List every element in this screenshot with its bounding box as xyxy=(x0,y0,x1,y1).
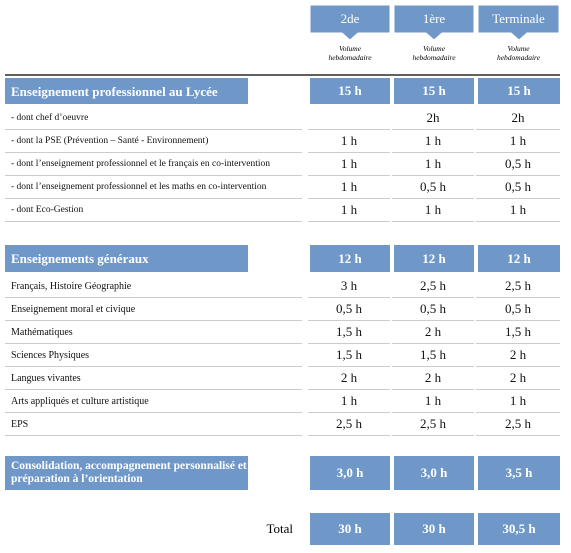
total-label: Total xyxy=(266,521,293,536)
row-value: 0,5 h xyxy=(392,298,474,321)
row-label: - dont Eco-Gestion xyxy=(5,199,302,222)
section-title: Enseignement professionnel au Lycée xyxy=(5,78,248,104)
tab xyxy=(393,4,475,41)
row-value: 2h xyxy=(392,107,474,130)
row-value: 1 h xyxy=(308,390,390,413)
column-sub: Volume hebdomadaire xyxy=(412,44,456,62)
row-value: 1 h xyxy=(308,130,390,153)
row-value: 1,5 h xyxy=(308,344,390,367)
row-value: 2,5 h xyxy=(476,275,560,298)
row-value: 2,5 h xyxy=(476,413,560,436)
section-total: 15 h xyxy=(392,78,474,104)
section-title: Enseignements généraux xyxy=(5,245,248,272)
column-label: Terminale xyxy=(492,11,545,26)
row-value: 0,5 h xyxy=(392,176,474,199)
section-total: 15 h xyxy=(308,78,390,104)
row-label: Enseignement moral et civique xyxy=(5,298,302,321)
tab xyxy=(309,4,391,41)
row-value: 1 h xyxy=(392,130,474,153)
row-value: 1 h xyxy=(308,153,390,176)
row-value: 2 h xyxy=(476,344,560,367)
row-value: 0,5 h xyxy=(308,298,390,321)
section-total: 3,0 h xyxy=(392,456,474,490)
column-sub: Volume hebdomadaire xyxy=(328,44,372,62)
row-value: 1 h xyxy=(476,130,560,153)
column-sub: Volume hebdomadaire xyxy=(496,44,541,62)
row-label: Sciences Physiques xyxy=(5,344,302,367)
row-value: 0,5 h xyxy=(476,176,560,199)
row-value: 1,5 h xyxy=(392,344,474,367)
row-value: 2 h xyxy=(308,367,390,390)
section-total: 3,0 h xyxy=(308,456,390,490)
section-total: 15 h xyxy=(476,78,560,104)
row-value: 1 h xyxy=(476,390,560,413)
row-value: 1 h xyxy=(392,199,474,222)
row-label: Arts appliqués et culture artistique xyxy=(5,390,302,413)
row-value: 2,5 h xyxy=(392,275,474,298)
row-value: 2 h xyxy=(392,367,474,390)
row-value: 1,5 h xyxy=(476,321,560,344)
row-label: Français, Histoire Géographie xyxy=(5,275,302,298)
section-total: 12 h xyxy=(476,245,560,272)
row-value: 1,5 h xyxy=(308,321,390,344)
row-label: Mathématiques xyxy=(5,321,302,344)
total-value: 30,5 h xyxy=(476,513,560,545)
row-value: 2 h xyxy=(476,367,560,390)
section-total: 12 h xyxy=(308,245,390,272)
row-value: 0,5 h xyxy=(476,153,560,176)
row-value: 1 h xyxy=(476,199,560,222)
row-value: 2 h xyxy=(392,321,474,344)
row-value xyxy=(308,107,390,130)
row-value: 1 h xyxy=(308,176,390,199)
row-value: 2,5 h xyxy=(392,413,474,436)
section-total: 3,5 h xyxy=(476,456,560,490)
total-value: 30 h xyxy=(308,513,390,545)
column-label: 2de xyxy=(340,11,360,26)
row-label: - dont chef d’oeuvre xyxy=(5,107,302,130)
header-tabs xyxy=(5,4,560,76)
row-value: 0,5 h xyxy=(476,298,560,321)
row-label: Langues vivantes xyxy=(5,367,302,390)
row-label: - dont la PSE (Prévention – Santé - Envi… xyxy=(5,130,302,153)
tab xyxy=(477,4,560,41)
row-value: 1 h xyxy=(392,153,474,176)
column-label: 1ère xyxy=(422,11,446,26)
row-value: 2,5 h xyxy=(308,413,390,436)
section-total: 12 h xyxy=(392,245,474,272)
total-value: 30 h xyxy=(392,513,474,545)
section-title: Consolidation, accompagnement personnali… xyxy=(5,456,248,490)
row-label: EPS xyxy=(5,413,302,436)
row-label: - dont l’enseignement professionnel et l… xyxy=(5,176,302,199)
row-value: 2h xyxy=(476,107,560,130)
row-value: 1 h xyxy=(308,199,390,222)
row-value: 1 h xyxy=(392,390,474,413)
row-value: 3 h xyxy=(308,275,390,298)
row-label: - dont l’enseignement professionnel et l… xyxy=(5,153,302,176)
